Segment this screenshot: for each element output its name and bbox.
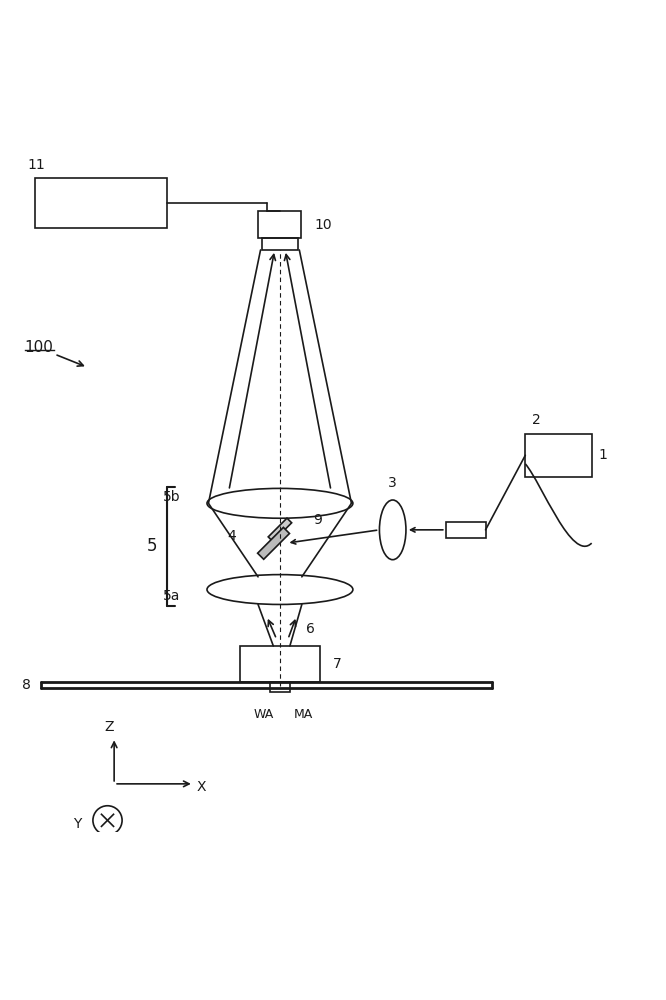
Text: X: X <box>197 780 206 794</box>
Text: MA: MA <box>294 708 313 721</box>
Text: Y: Y <box>73 817 81 831</box>
Bar <box>35 178 167 228</box>
Bar <box>446 522 486 538</box>
Text: WA: WA <box>253 708 274 721</box>
Text: 10: 10 <box>315 218 332 232</box>
Text: Z: Z <box>104 720 114 734</box>
Text: 7: 7 <box>333 657 342 671</box>
Text: 100: 100 <box>25 340 53 355</box>
Text: 1: 1 <box>598 448 607 462</box>
Text: 3: 3 <box>388 476 397 490</box>
Bar <box>262 238 298 250</box>
Text: 9: 9 <box>313 513 322 527</box>
Text: 2: 2 <box>532 413 541 427</box>
Text: 4: 4 <box>227 529 236 543</box>
Text: 5a: 5a <box>163 589 180 603</box>
Text: 8: 8 <box>23 678 31 692</box>
Bar <box>525 434 591 477</box>
Bar <box>240 646 320 682</box>
Text: 5: 5 <box>147 537 157 555</box>
Text: 11: 11 <box>28 158 46 172</box>
Bar <box>270 682 290 692</box>
Text: 6: 6 <box>306 622 315 636</box>
FancyBboxPatch shape <box>268 518 292 542</box>
Bar <box>258 211 302 238</box>
FancyBboxPatch shape <box>258 527 290 559</box>
Text: 5b: 5b <box>163 490 180 504</box>
